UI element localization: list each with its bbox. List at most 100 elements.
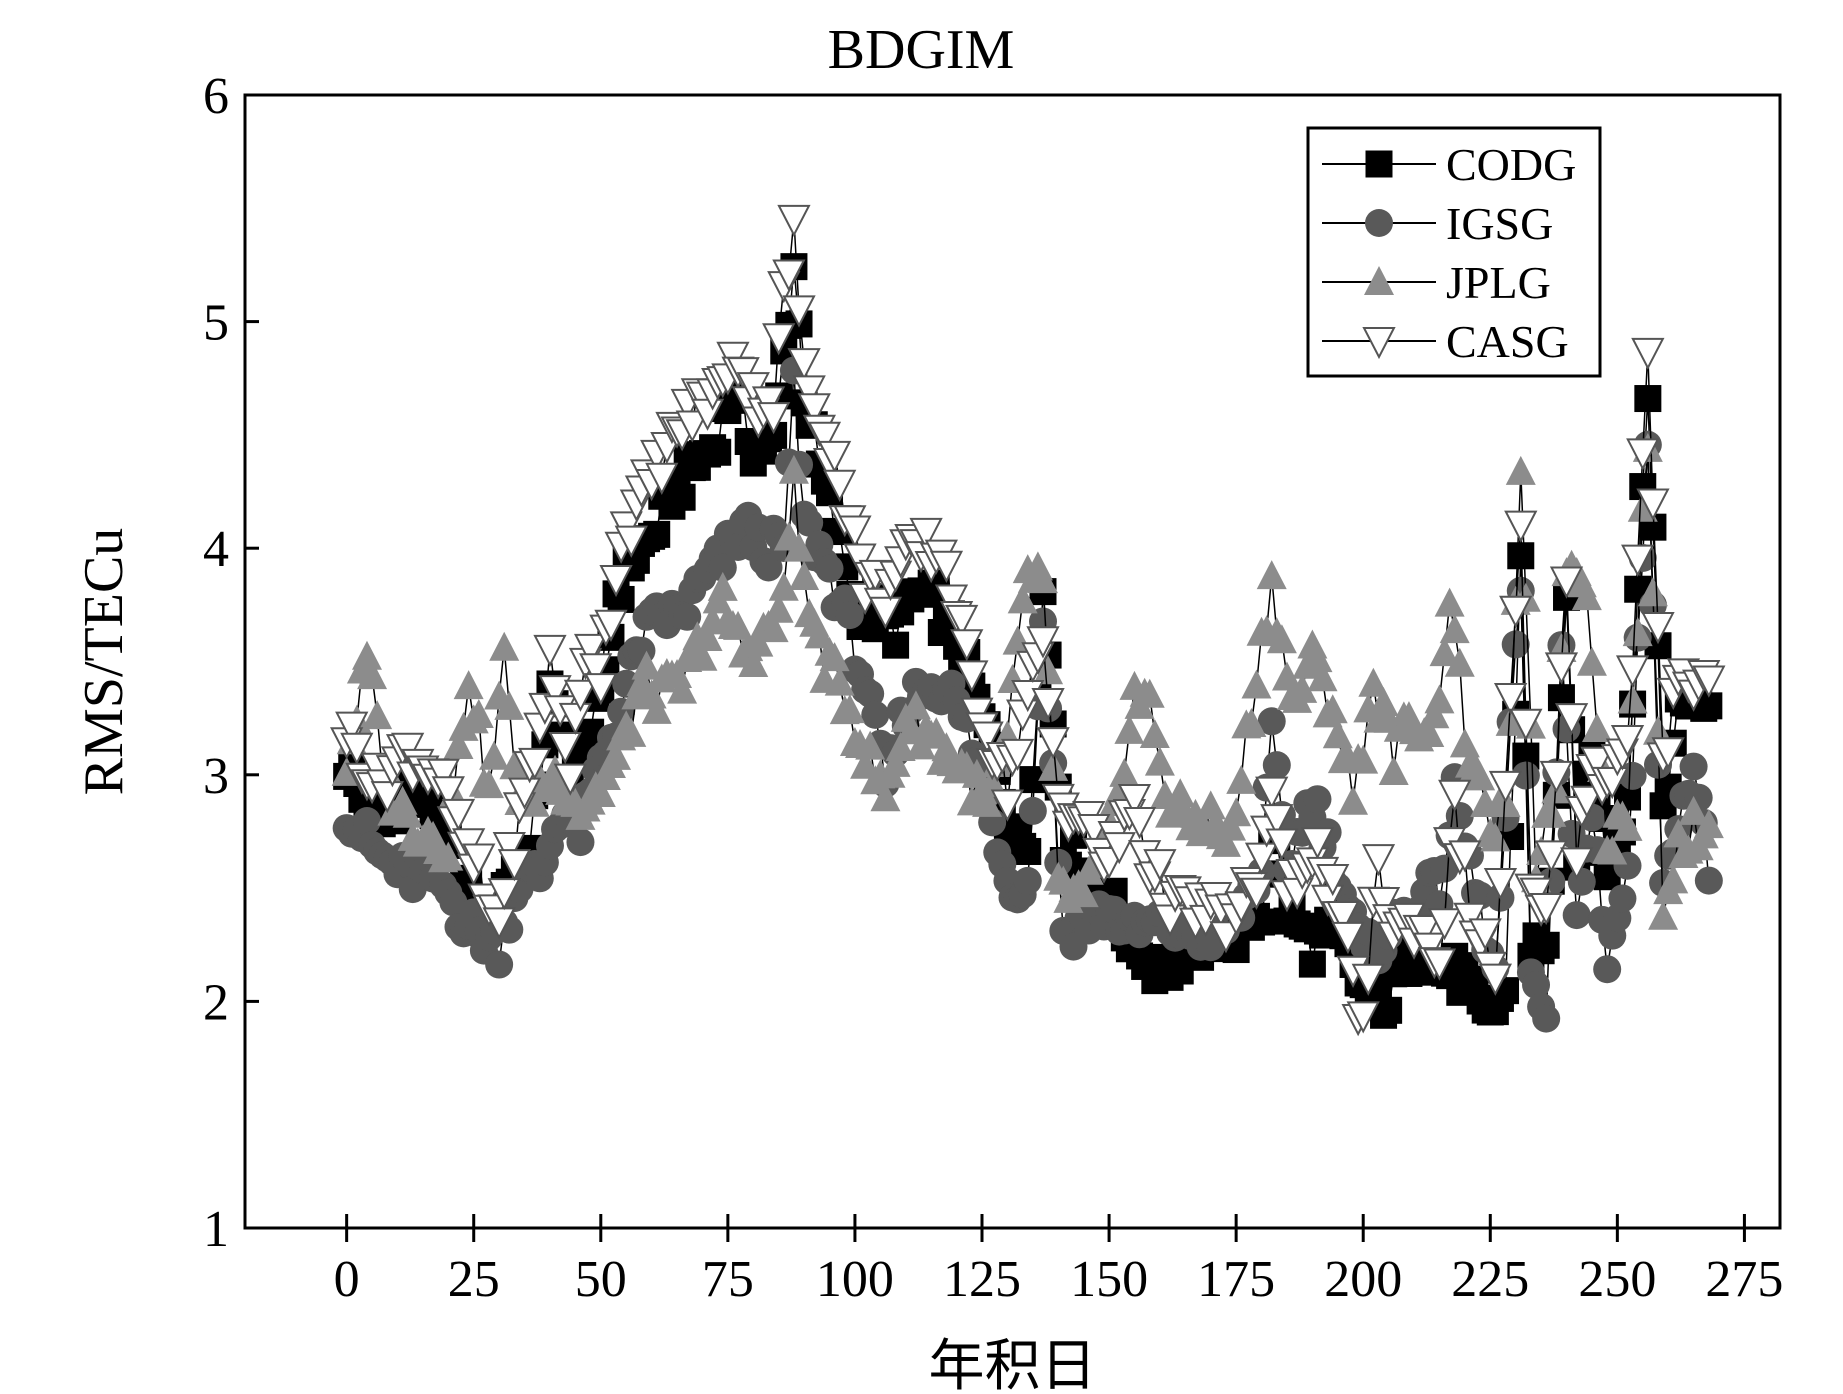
point-casg: [1539, 760, 1574, 794]
point-casg: [391, 732, 425, 765]
point-jplg: [1465, 761, 1496, 791]
x-tick-label: 75: [702, 1251, 754, 1308]
point-casg: [1326, 901, 1360, 934]
point-casg: [1407, 914, 1441, 948]
point-casg: [1265, 828, 1299, 861]
point-jplg: [834, 694, 865, 724]
point-jplg: [1195, 790, 1226, 820]
point-jplg: [1648, 900, 1679, 930]
point-jplg: [819, 642, 850, 672]
point-jplg: [778, 454, 809, 484]
point-jplg: [1134, 678, 1165, 708]
point-casg: [1631, 337, 1665, 371]
point-casg: [1554, 703, 1589, 736]
point-casg: [868, 596, 903, 629]
point-jplg: [768, 571, 799, 601]
point-casg: [1255, 776, 1289, 809]
point-igsg: [795, 508, 824, 537]
point-jplg: [723, 610, 754, 640]
point-codg: [1634, 385, 1662, 413]
point-jplg: [1434, 587, 1465, 617]
point-jplg: [1226, 764, 1257, 794]
point-igsg: [835, 601, 864, 630]
point-jplg: [499, 750, 530, 780]
point-jplg: [1424, 684, 1455, 714]
point-casg: [1366, 886, 1401, 920]
point-igsg: [485, 950, 514, 979]
point-jplg: [1068, 878, 1099, 908]
legend-marker: [1362, 327, 1396, 360]
point-codg: [1014, 837, 1042, 865]
point-casg: [1316, 863, 1350, 897]
point-casg: [909, 517, 943, 551]
y-tick-label: 6: [203, 68, 229, 125]
point-casg: [843, 543, 877, 576]
point-casg: [584, 673, 618, 706]
point-casg: [548, 731, 582, 765]
point-jplg: [463, 699, 494, 729]
x-tick-label: 250: [1578, 1251, 1656, 1308]
point-igsg: [1303, 785, 1332, 814]
point-igsg: [815, 554, 844, 583]
point-casg: [1483, 868, 1518, 901]
point-casg: [838, 515, 872, 548]
point-casg: [1641, 612, 1675, 645]
point-casg: [1570, 785, 1604, 818]
point-jplg: [824, 666, 855, 696]
point-jplg: [1378, 755, 1409, 785]
point-jplg: [631, 650, 662, 680]
point-casg: [614, 525, 648, 558]
point-casg: [538, 675, 572, 708]
x-tick-label: 150: [1070, 1251, 1148, 1308]
point-casg: [1331, 921, 1365, 955]
point-casg: [645, 462, 679, 495]
point-igsg: [352, 807, 381, 836]
point-jplg: [1439, 614, 1470, 644]
point-igsg: [673, 602, 702, 631]
point-jplg: [1317, 694, 1348, 724]
point-jplg: [473, 769, 504, 799]
point-casg: [1504, 510, 1538, 543]
point-jplg: [1536, 797, 1567, 827]
point-casg: [594, 609, 628, 642]
point-casg: [1000, 738, 1035, 772]
point-casg: [792, 375, 826, 408]
point-casg: [929, 550, 964, 583]
point-jplg: [1114, 714, 1145, 744]
point-codg: [1298, 950, 1326, 978]
point-jplg: [1180, 798, 1211, 828]
point-casg: [370, 781, 404, 814]
point-casg: [1260, 804, 1294, 837]
point-jplg: [585, 777, 616, 807]
point-casg: [487, 878, 521, 911]
point-igsg: [1532, 1004, 1561, 1033]
point-jplg: [789, 560, 820, 590]
point-igsg: [1430, 854, 1459, 883]
point-casg: [335, 711, 369, 744]
point-jplg: [1576, 646, 1607, 676]
x-tick-label: 25: [448, 1251, 500, 1308]
point-jplg: [1505, 455, 1536, 485]
legend: CODG IGSG JPLG CASG: [1306, 126, 1602, 378]
point-casg: [1468, 918, 1502, 951]
axes: 0 25 50 75 100 125 150 175 200 225 250 275 1 2 3 4 5 6: [203, 68, 1783, 1308]
legend-item-jplg: JPLG: [1322, 257, 1551, 308]
point-casg: [1448, 840, 1482, 873]
point-igsg: [1562, 901, 1591, 930]
point-jplg: [900, 690, 931, 720]
point-jplg: [433, 841, 464, 871]
point-jplg: [1449, 728, 1480, 758]
point-jplg: [489, 631, 520, 661]
point-jplg: [692, 622, 723, 652]
point-jplg: [1221, 797, 1252, 827]
point-jplg: [1637, 577, 1668, 607]
point-casg: [950, 629, 984, 662]
point-jplg: [1348, 744, 1379, 774]
point-casg: [462, 843, 496, 876]
x-tick-label: 225: [1451, 1251, 1529, 1308]
point-casg: [1224, 891, 1258, 924]
point-casg: [1610, 725, 1645, 758]
legend-item-igsg: IGSG: [1322, 198, 1553, 249]
point-igsg: [1466, 881, 1495, 910]
point-casg: [1351, 963, 1385, 996]
